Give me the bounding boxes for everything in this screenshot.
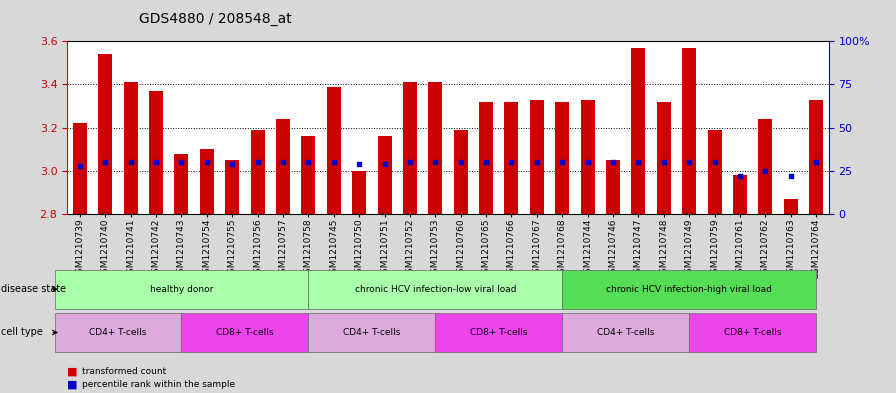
Text: healthy donor: healthy donor [150,285,213,294]
Point [504,159,519,165]
Point [428,159,443,165]
Bar [784,199,797,214]
Point [377,161,392,167]
Bar [479,102,493,214]
Text: transformed count: transformed count [82,367,166,376]
Bar [149,91,163,214]
Bar [99,54,112,214]
Bar [175,154,188,214]
Point [352,161,366,167]
Point [99,159,113,165]
Text: ■: ■ [67,366,78,376]
Text: ■: ■ [67,379,78,389]
Point [530,159,544,165]
Bar [453,130,468,214]
Bar [733,175,747,214]
Text: cell type: cell type [1,327,43,338]
Text: chronic HCV infection-low viral load: chronic HCV infection-low viral load [355,285,516,294]
Point [708,159,722,165]
Bar [301,136,315,214]
Bar [632,48,645,214]
Point [478,159,493,165]
Bar [124,82,138,214]
Text: CD4+ T-cells: CD4+ T-cells [90,328,147,337]
Text: disease state: disease state [1,284,66,294]
Text: percentile rank within the sample: percentile rank within the sample [82,380,235,389]
Bar [428,82,443,214]
Bar [657,102,671,214]
Point [73,163,87,169]
Bar [352,171,366,214]
Point [124,159,138,165]
Point [581,159,595,165]
Text: CD8+ T-cells: CD8+ T-cells [470,328,528,337]
Point [556,159,570,165]
Text: CD8+ T-cells: CD8+ T-cells [216,328,273,337]
Point [631,159,645,165]
Point [174,159,189,165]
Bar [403,82,417,214]
Point [403,159,418,165]
Bar [73,123,87,214]
Bar [758,119,772,214]
Point [200,159,214,165]
Point [276,159,290,165]
Bar [251,130,264,214]
Point [251,159,265,165]
Bar [377,136,392,214]
Point [149,159,163,165]
Point [225,161,239,167]
Text: CD8+ T-cells: CD8+ T-cells [724,328,781,337]
Bar [556,102,569,214]
Bar [504,102,519,214]
Text: CD4+ T-cells: CD4+ T-cells [343,328,401,337]
Bar [606,160,620,214]
Bar [809,99,823,214]
Bar [682,48,696,214]
Bar [708,130,721,214]
Point [809,159,823,165]
Point [453,159,468,165]
Point [682,159,696,165]
Point [301,159,315,165]
Bar [530,99,544,214]
Point [733,173,747,179]
Point [327,159,341,165]
Bar [200,149,214,214]
Bar [327,86,340,214]
Bar [225,160,239,214]
Point [657,159,671,165]
Text: CD4+ T-cells: CD4+ T-cells [597,328,654,337]
Text: chronic HCV infection-high viral load: chronic HCV infection-high viral load [607,285,772,294]
Point [783,173,798,179]
Text: GDS4880 / 208548_at: GDS4880 / 208548_at [139,12,291,26]
Bar [276,119,290,214]
Point [758,168,772,174]
Bar [581,99,595,214]
Point [606,159,620,165]
